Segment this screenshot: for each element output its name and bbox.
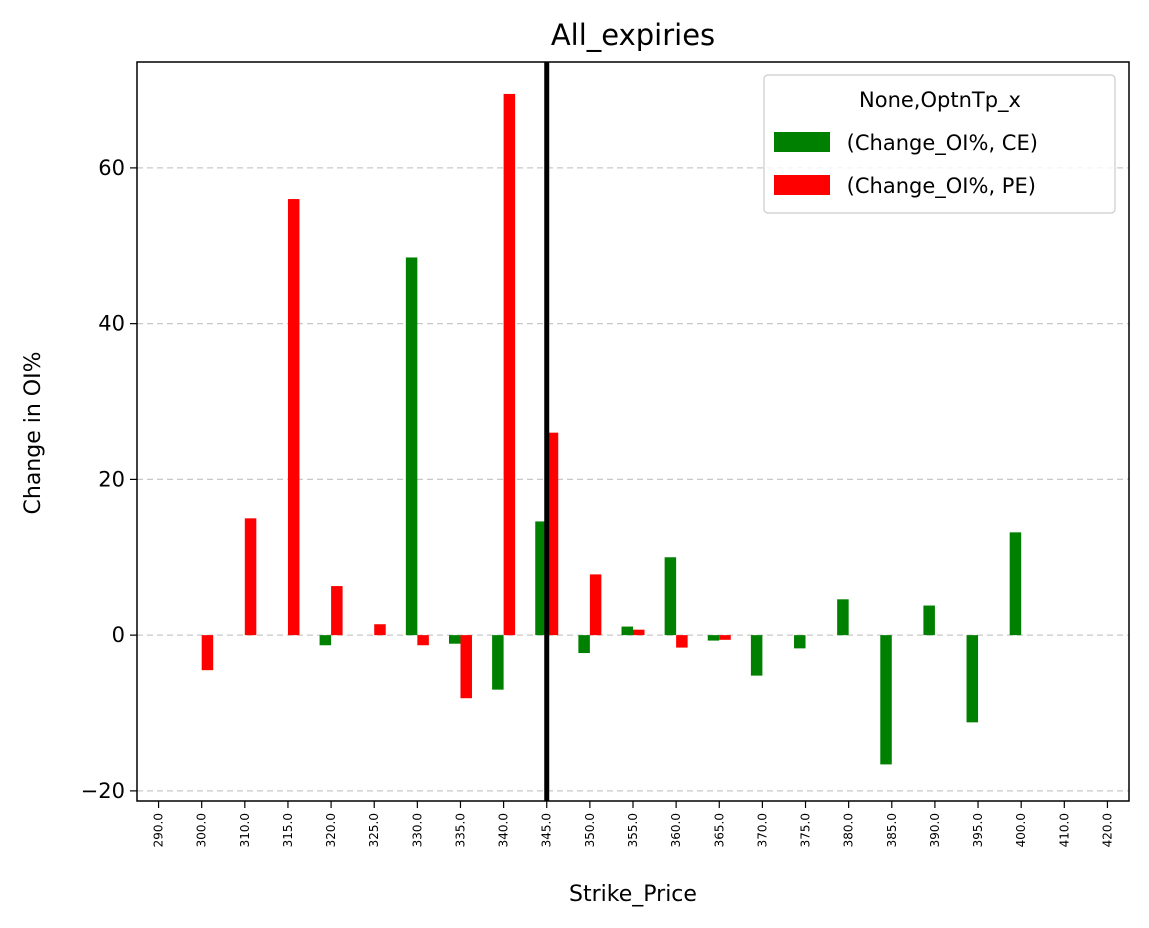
y-axis-ticks: −20 0 20 40 60: [81, 156, 137, 803]
bar-ce: [966, 635, 979, 723]
bar-pe: [201, 635, 214, 671]
x-tick-label: 355.0: [626, 813, 640, 847]
x-tick-label: 390.0: [928, 813, 942, 847]
bar-ce: [405, 257, 418, 636]
bar-pe: [546, 432, 559, 636]
legend-swatch-pe: [774, 175, 830, 195]
x-tick-label: 315.0: [281, 813, 295, 847]
y-tick-label: −20: [81, 779, 125, 803]
x-tick-label: 365.0: [712, 813, 726, 847]
bar-ce: [319, 635, 332, 646]
bar-pe: [287, 199, 300, 636]
bar-ce: [1009, 532, 1022, 636]
bar-pe: [374, 624, 386, 636]
x-tick-label: 320.0: [324, 813, 338, 847]
bar-pe: [460, 635, 472, 699]
bar-ce: [880, 635, 892, 765]
x-tick-label: 310.0: [238, 813, 252, 847]
x-tick-label: 375.0: [799, 813, 813, 847]
bar-ce: [923, 605, 935, 636]
bar-ce: [492, 635, 504, 690]
x-tick-label: 335.0: [453, 813, 467, 847]
bar-ce: [750, 635, 763, 676]
x-tick-label: 360.0: [669, 813, 683, 847]
bar-ce: [535, 521, 547, 636]
x-tick-label: 395.0: [971, 813, 985, 847]
x-tick-label: 380.0: [842, 813, 856, 847]
chart-title: All_expiries: [551, 18, 715, 52]
x-axis-label: Strike_Price: [569, 882, 697, 907]
bar-ce: [794, 635, 806, 649]
legend-label-pe: (Change_OI%, PE): [840, 174, 1036, 199]
x-tick-label: 410.0: [1057, 813, 1071, 847]
bar-ce: [578, 635, 590, 654]
x-tick-label: 340.0: [497, 813, 511, 847]
legend-swatch-ce: [774, 132, 830, 152]
bar-pe: [244, 518, 257, 636]
y-tick-label: 60: [98, 156, 125, 180]
bar-pe: [676, 635, 688, 648]
bar-pe: [633, 629, 645, 636]
bar-pe: [719, 635, 731, 640]
x-tick-label: 400.0: [1014, 813, 1028, 847]
bars: [201, 93, 1022, 765]
x-tick-label: 325.0: [367, 813, 381, 847]
gridlines: [137, 167, 1129, 792]
legend-label-ce: (Change_OI%, CE): [840, 131, 1038, 156]
bar-pe: [503, 93, 516, 636]
y-tick-label: 0: [112, 623, 125, 647]
y-axis-label: Change in OI%: [21, 352, 46, 515]
bar-ce: [448, 635, 461, 644]
bar-pe: [417, 635, 429, 646]
x-tick-label: 345.0: [540, 813, 554, 847]
bar-ce: [621, 626, 633, 636]
x-tick-label: 330.0: [410, 813, 424, 847]
x-tick-label: 370.0: [755, 813, 769, 847]
x-tick-label: 350.0: [583, 813, 597, 847]
bar-pe: [331, 586, 343, 636]
x-axis-ticks: 290.0 300.0 310.0 315.0 320.0 325.0 330.0 335.0…: [152, 801, 1114, 847]
x-tick-label: 420.0: [1100, 813, 1114, 847]
bar-ce: [707, 635, 720, 641]
x-tick-label: 300.0: [195, 813, 209, 847]
legend: None,OptnTp_x (Change_OI%, CE) (Change_O…: [763, 74, 1116, 214]
bar-ce: [664, 557, 677, 636]
legend-title: None,OptnTp_x: [859, 88, 1021, 113]
x-tick-label: 385.0: [885, 813, 899, 847]
legend-box: [763, 74, 1116, 214]
x-tick-label: 290.0: [152, 813, 166, 847]
bar-ce: [837, 599, 849, 636]
y-tick-label: 40: [98, 312, 125, 336]
y-tick-label: 20: [98, 467, 125, 491]
bar-pe: [589, 574, 602, 636]
